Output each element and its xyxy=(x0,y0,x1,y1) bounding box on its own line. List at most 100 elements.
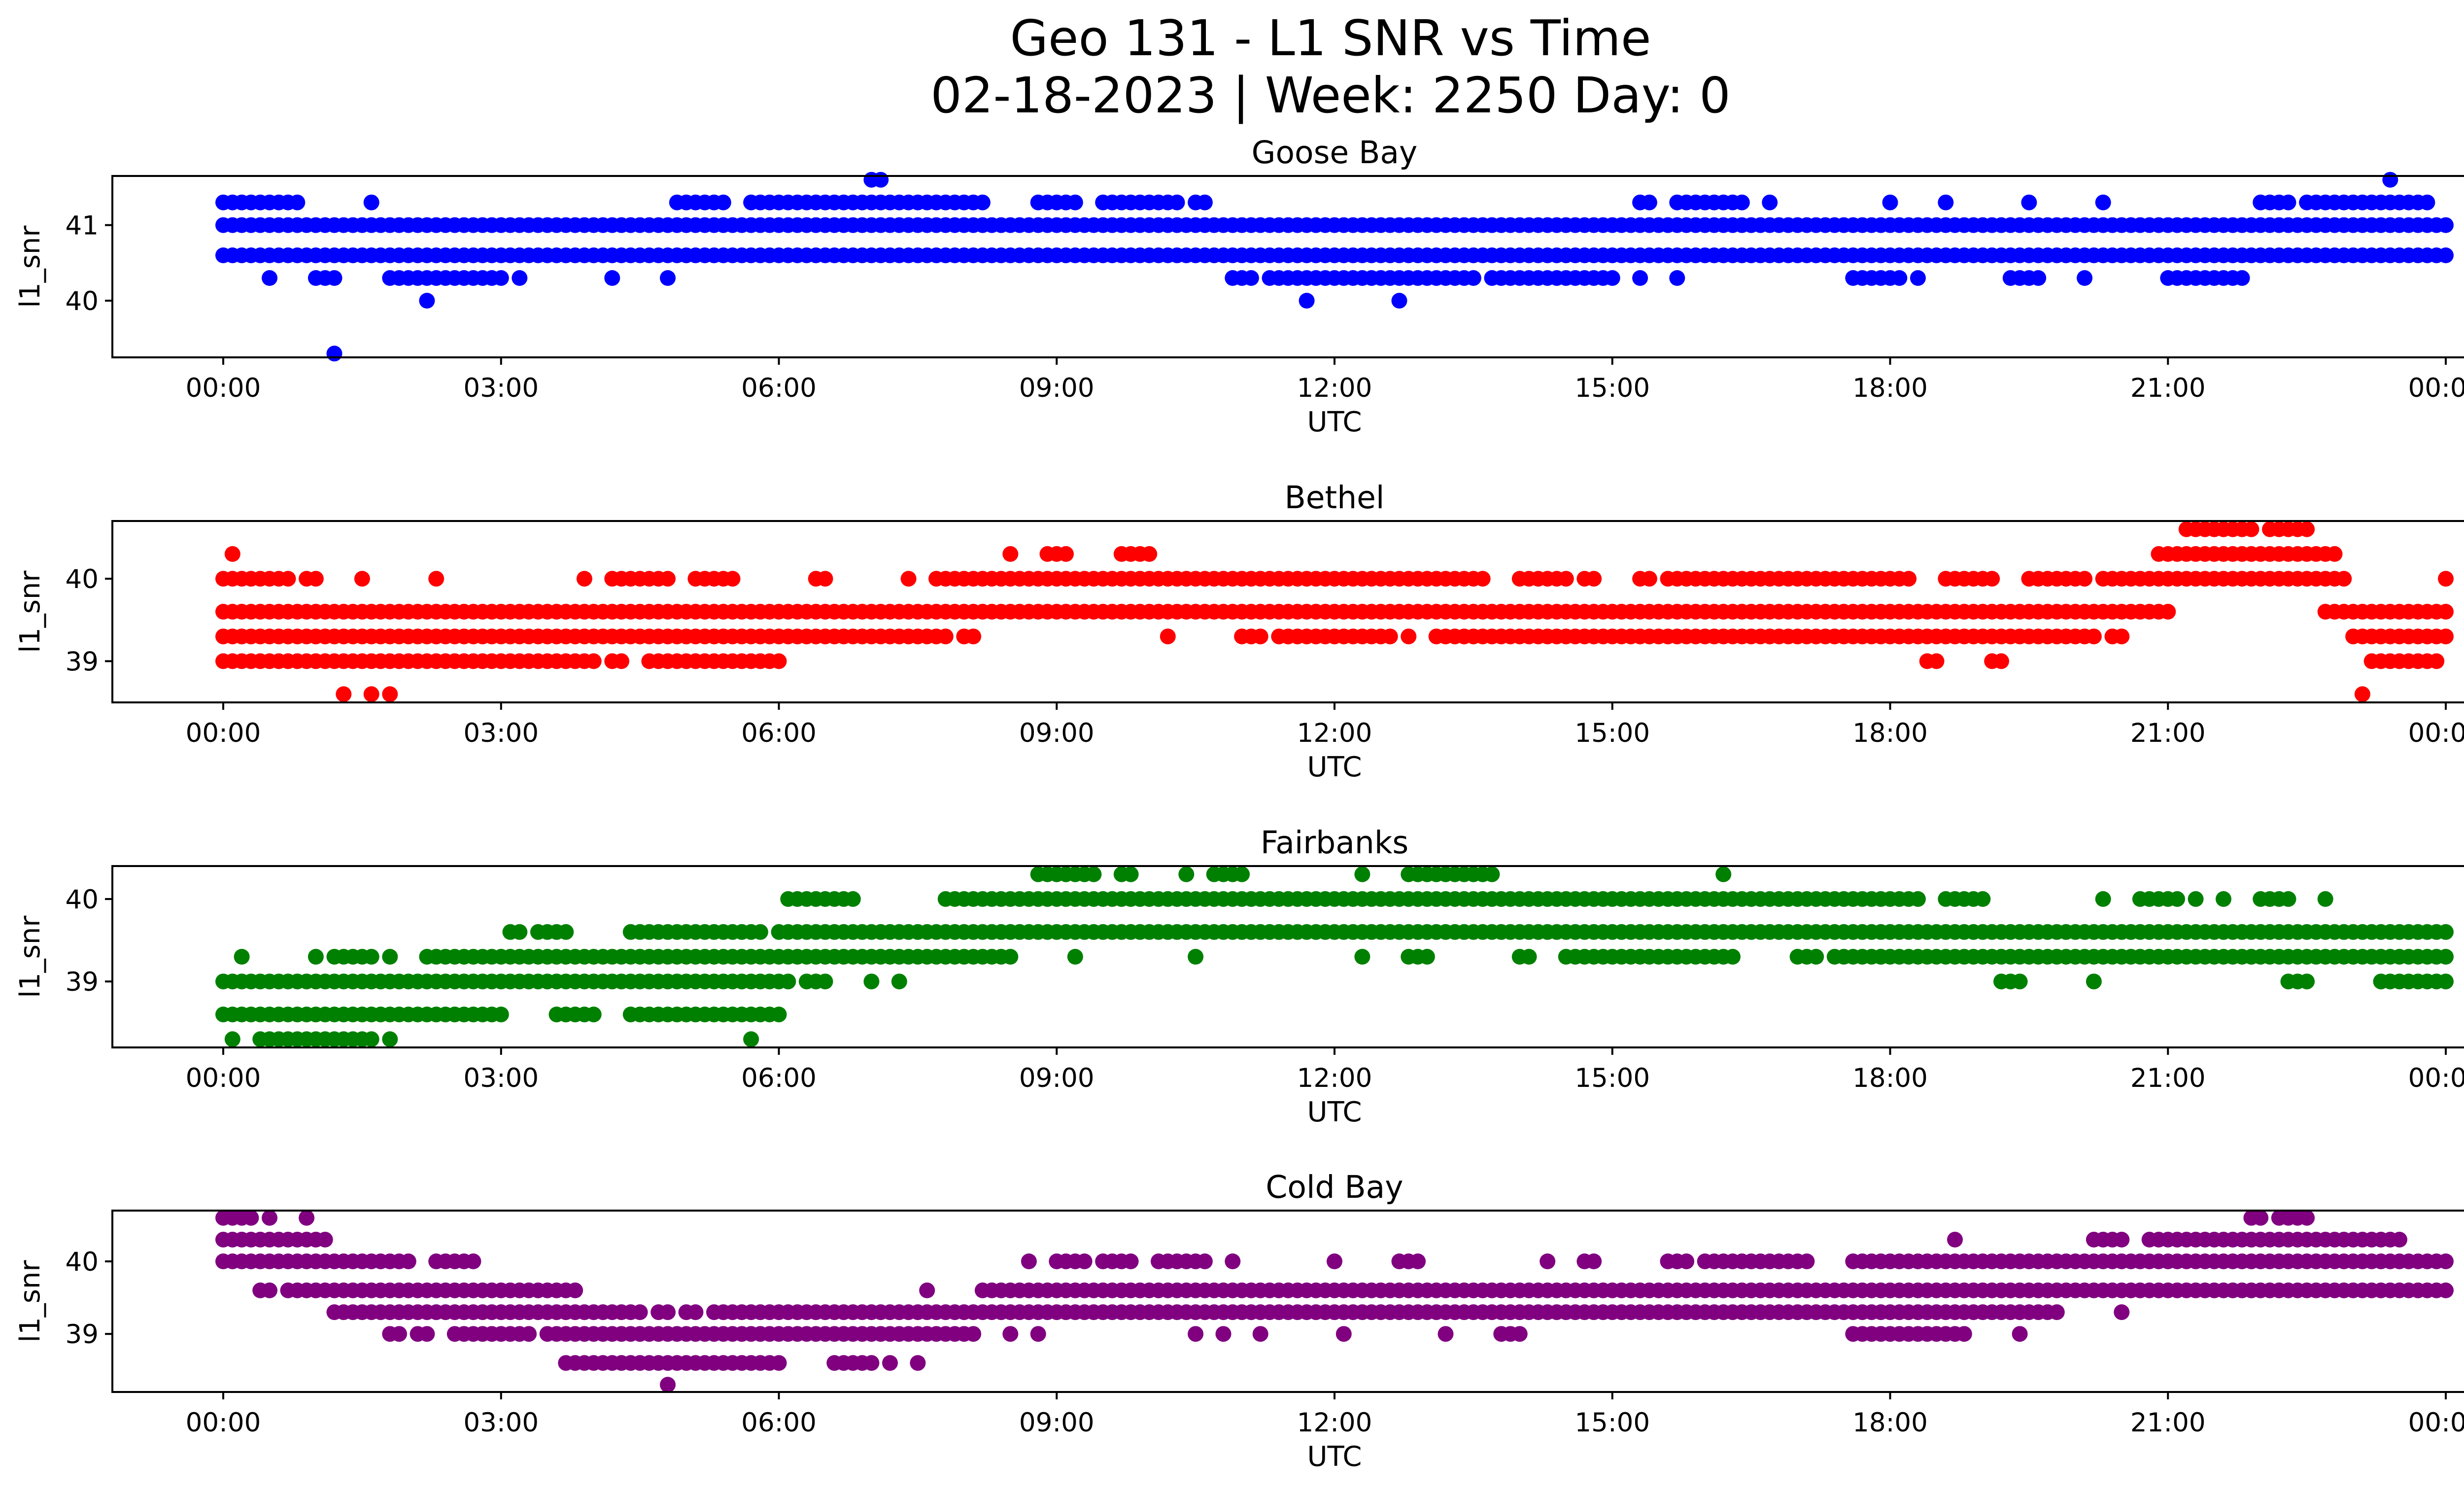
data-point xyxy=(817,571,833,587)
data-point xyxy=(1558,571,1574,587)
data-point xyxy=(1956,1326,1972,1342)
data-point xyxy=(2253,1210,2269,1226)
data-point xyxy=(299,1210,315,1226)
data-point xyxy=(2438,1253,2454,1269)
data-point xyxy=(863,1355,880,1371)
data-point xyxy=(873,172,889,188)
data-point xyxy=(363,949,379,965)
data-point xyxy=(2438,217,2454,233)
x-tick-label: 06:00 xyxy=(741,1408,817,1438)
data-point xyxy=(2095,891,2111,907)
x-tick-label: 00:00 xyxy=(2408,1063,2464,1093)
data-point xyxy=(2160,604,2176,620)
data-point xyxy=(2030,270,2047,286)
x-tick-label: 03:00 xyxy=(463,1063,539,1093)
data-point xyxy=(1715,866,1732,882)
data-point xyxy=(1197,194,1213,210)
data-point xyxy=(1215,1326,1232,1342)
data-point xyxy=(687,1304,704,1321)
data-point xyxy=(660,1377,676,1393)
data-point xyxy=(1225,1253,1241,1269)
x-tick-label: 09:00 xyxy=(1019,373,1095,403)
data-point xyxy=(1901,571,1917,587)
x-axis-label: UTC xyxy=(1307,1441,1362,1473)
data-point xyxy=(1123,1253,1139,1269)
data-point xyxy=(280,571,296,587)
y-tick-label: 40 xyxy=(66,885,99,915)
figure-title-line2: 02-18-2023 | Week: 2250 Day: 0 xyxy=(930,67,1730,124)
data-point xyxy=(1521,949,1537,965)
data-point xyxy=(2382,172,2398,188)
data-point xyxy=(2095,194,2111,210)
data-point xyxy=(1632,270,1648,286)
data-point xyxy=(1002,546,1019,562)
data-point xyxy=(585,1007,602,1023)
data-point xyxy=(521,1326,537,1342)
data-point xyxy=(493,1007,509,1023)
data-point xyxy=(308,949,324,965)
data-point xyxy=(660,1304,676,1321)
data-point xyxy=(512,270,528,286)
x-tick-label: 12:00 xyxy=(1297,373,1372,403)
data-point xyxy=(1401,628,1417,645)
data-point xyxy=(234,949,250,965)
data-point xyxy=(1910,891,1926,907)
data-point xyxy=(1419,949,1435,965)
y-axis-label: l1_snr xyxy=(14,1260,46,1343)
data-point xyxy=(262,1210,277,1226)
data-point xyxy=(1243,270,1259,286)
data-point xyxy=(1734,194,1750,210)
y-tick-label: 40 xyxy=(66,1247,99,1277)
data-point xyxy=(715,194,731,210)
data-point xyxy=(1169,194,1185,210)
x-tick-label: 15:00 xyxy=(1574,1408,1650,1438)
data-point xyxy=(604,270,620,286)
data-point xyxy=(419,293,435,309)
data-point xyxy=(845,891,861,907)
data-point xyxy=(900,571,917,587)
data-point xyxy=(2438,924,2454,940)
data-point xyxy=(2299,1210,2315,1226)
x-tick-label: 03:00 xyxy=(463,718,539,748)
data-point xyxy=(2327,546,2343,562)
subplot-title: Goose Bay xyxy=(1252,135,1418,171)
subplot-title: Cold Bay xyxy=(1266,1169,1403,1205)
data-point xyxy=(1762,194,1778,210)
x-tick-label: 00:00 xyxy=(186,1408,261,1438)
x-tick-label: 18:00 xyxy=(1852,718,1928,748)
data-point xyxy=(2114,1231,2130,1248)
x-tick-label: 12:00 xyxy=(1297,718,1372,748)
figure-title-line1: Geo 131 - L1 SNR vs Time xyxy=(1010,9,1651,67)
data-point xyxy=(919,1282,935,1298)
data-point xyxy=(1188,1326,1204,1342)
scatter-points xyxy=(215,1210,2454,1393)
data-point xyxy=(2438,1282,2454,1298)
data-point xyxy=(1465,270,1481,286)
data-point xyxy=(2438,247,2454,263)
x-tick-label: 09:00 xyxy=(1019,718,1095,748)
data-point xyxy=(2280,194,2296,210)
data-point xyxy=(326,346,342,362)
data-point xyxy=(1947,1231,1963,1248)
y-axis-label: l1_snr xyxy=(14,915,46,998)
data-point xyxy=(771,653,787,669)
data-point xyxy=(1641,571,1657,587)
data-point xyxy=(465,1253,481,1269)
data-point xyxy=(2169,891,2185,907)
x-tick-label: 00:00 xyxy=(186,718,261,748)
scatter-points xyxy=(215,866,2454,1047)
x-tick-label: 21:00 xyxy=(2130,373,2206,403)
data-point xyxy=(632,1304,648,1321)
data-point xyxy=(2234,270,2250,286)
data-point xyxy=(224,546,240,562)
data-point xyxy=(1975,891,1991,907)
data-point xyxy=(1252,628,1268,645)
data-point xyxy=(326,270,342,286)
data-point xyxy=(1299,293,1315,309)
data-point xyxy=(1141,546,1158,562)
data-point xyxy=(2077,270,2093,286)
data-point xyxy=(1234,866,1250,882)
subplot-fairbanks: Fairbanks 00:00 03:00 06:00 09:00 12:00 15:00 1… xyxy=(14,825,2464,1128)
data-point xyxy=(336,686,352,702)
data-point xyxy=(1669,270,1685,286)
